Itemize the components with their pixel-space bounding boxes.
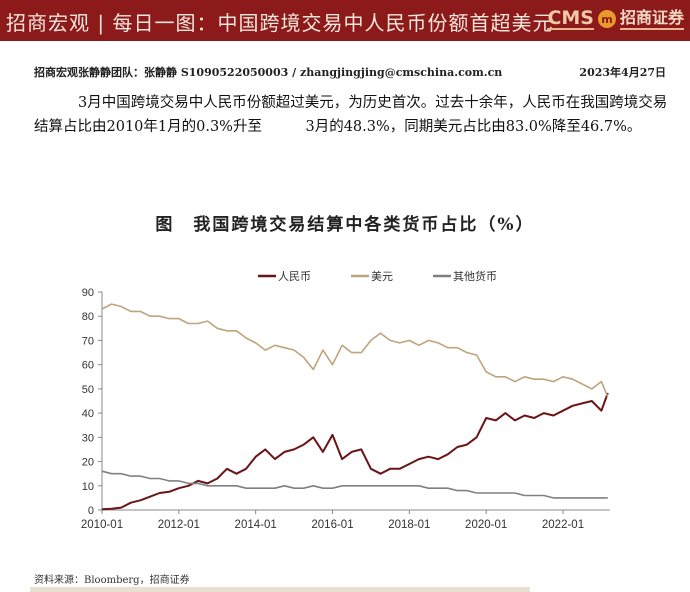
y-tick-label: 30 xyxy=(82,432,94,444)
y-tick-label: 50 xyxy=(82,384,94,396)
bottom-strip xyxy=(30,587,530,592)
y-tick-label: 20 xyxy=(82,457,94,469)
series-line-其他货币 xyxy=(101,470,608,499)
header-band: 招商宏观 | 每日一图：中国跨境交易中人民币份额首超美元 CMS m 招商证券 xyxy=(0,0,690,41)
y-tick-label: 0 xyxy=(88,505,94,517)
source-note: 资料来源：Bloomberg，招商证券 xyxy=(34,575,190,586)
x-tick-label: 2018-01 xyxy=(388,519,430,531)
x-tick-label: 2020-01 xyxy=(465,519,507,531)
legend-label: 其他货币 xyxy=(453,269,497,283)
y-tick-label: 70 xyxy=(82,335,94,347)
y-tick-label: 10 xyxy=(82,481,94,493)
author-line: 招商宏观张静静团队：张静静 S1090522050003 / zhangjing… xyxy=(34,66,503,79)
x-tick-label: 2014-01 xyxy=(235,519,277,531)
y-tick-label: 60 xyxy=(82,360,94,372)
currency-share-chart: 0 10 20 30 40 50 60 70 80 90 2010-01 2012-01 2014-01… xyxy=(81,269,610,531)
legend-label: 人民币 xyxy=(278,270,311,283)
x-tick-label: 2016-01 xyxy=(311,519,353,531)
x-tick-label: 2010-01 xyxy=(81,519,123,531)
summary-paragraph: 3月中国跨境交易中人民币份额超过美元，为历史首次。过去十余年，人民币在我国跨境交… xyxy=(34,95,668,135)
y-tick-label: 80 xyxy=(82,311,94,323)
logo-text: CMS xyxy=(547,7,594,30)
y-tick-label: 90 xyxy=(82,287,94,299)
logo-cn: 招商证券 xyxy=(619,8,684,30)
logo-badge-icon: m xyxy=(597,10,616,28)
chart-title: 图 我国跨境交易结算中各类货币占比（%） xyxy=(155,215,535,235)
x-tick-label: 2022-01 xyxy=(542,519,584,531)
x-tick-label: 2012-01 xyxy=(158,519,200,531)
report-date: 2023年4月27日 xyxy=(579,66,666,79)
legend-label: 美元 xyxy=(371,270,393,283)
series-line-美元 xyxy=(101,303,609,398)
y-tick-label: 40 xyxy=(82,408,94,420)
series-line-人民币 xyxy=(101,392,609,511)
cms-logo: CMS m 招商证券 xyxy=(547,8,684,30)
header-title: 招商宏观 | 每日一图：中国跨境交易中人民币份额首超美元 xyxy=(6,11,554,35)
